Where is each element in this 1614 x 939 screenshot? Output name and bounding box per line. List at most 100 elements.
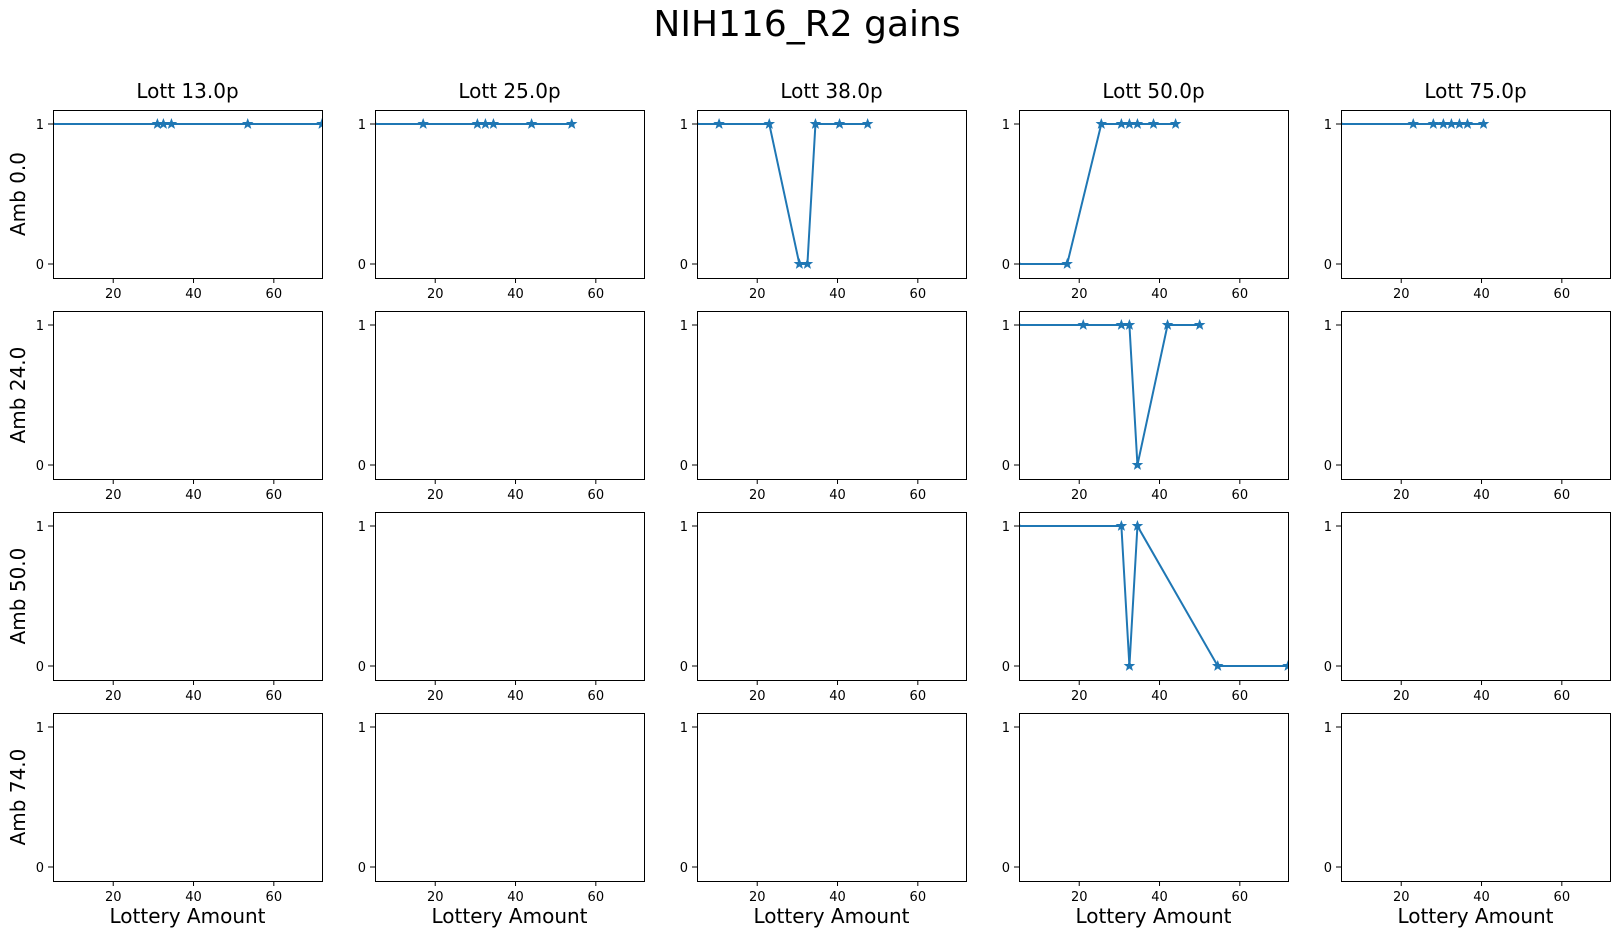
x-tick-label: 40 (829, 287, 846, 302)
y-tick-label: 1 (680, 721, 688, 736)
y-tick-label: 1 (680, 118, 688, 133)
x-tick-label: 20 (749, 488, 766, 503)
y-tick-label: 0 (1002, 861, 1010, 876)
subplot-r1-c3: 20 40 60 0 1 (1002, 311, 1289, 503)
plot-area-frame (53, 110, 323, 279)
data-point (417, 117, 429, 129)
y-tick-label: 0 (1324, 861, 1332, 876)
y-tick-label: 0 (1002, 660, 1010, 675)
data-point (1437, 117, 1450, 129)
data-point (1077, 318, 1089, 330)
data-point (1427, 117, 1440, 129)
x-tick-label: 40 (1473, 488, 1490, 503)
data-point (1407, 117, 1420, 129)
y-tick-label: 0 (680, 660, 688, 675)
subplot-r0-c1: 20 40 60 0 1 Lott 25.0p (358, 79, 645, 302)
x-tick-label: 20 (105, 689, 122, 704)
x-tick-label: 40 (185, 488, 202, 503)
subplot-r1-c0: 20 40 60 0 1 Amb 24.0 (6, 311, 323, 503)
column-title: Lott 25.0p (458, 79, 560, 103)
y-tick-label: 0 (358, 861, 366, 876)
subplot-grid: 20 40 60 0 1 Lott 13.0p Amb 0.0 20 40 60 0 1 Lott 25… (6, 79, 1611, 928)
x-tick-label: 40 (829, 890, 846, 905)
plot-area-frame (697, 512, 967, 681)
y-tick-label: 1 (358, 319, 366, 334)
data-point (1115, 318, 1128, 330)
y-tick-label: 0 (1002, 459, 1010, 474)
plot-area-frame (1019, 311, 1289, 480)
plot-area-frame (1341, 311, 1611, 480)
y-tick-label: 0 (36, 660, 44, 675)
plot-area-frame (1341, 512, 1611, 681)
x-tick-label: 20 (1071, 890, 1088, 905)
x-tick-label: 60 (910, 488, 927, 503)
x-tick-label: 60 (1232, 689, 1249, 704)
y-tick-label: 0 (680, 861, 688, 876)
x-tick-label: 20 (1071, 689, 1088, 704)
y-tick-label: 0 (36, 861, 44, 876)
plot-area-frame (375, 110, 645, 279)
data-point (793, 257, 806, 269)
x-tick-label: 40 (1473, 689, 1490, 704)
data-point (565, 117, 578, 129)
y-tick-label: 1 (358, 721, 366, 736)
data-point (525, 117, 538, 129)
x-tick-label: 60 (1554, 488, 1571, 503)
plot-area-frame (53, 713, 323, 882)
row-label: Amb 74.0 (6, 749, 30, 846)
plot-area-frame (53, 311, 323, 480)
data-point (316, 117, 322, 129)
x-tick-label: 20 (427, 488, 444, 503)
subplot-r3-c3: 20 40 60 0 1 Lottery Amount (1002, 713, 1289, 928)
plot-area-frame (375, 713, 645, 882)
x-tick-label: 20 (427, 689, 444, 704)
y-tick-label: 0 (1324, 459, 1332, 474)
subplot-r2-c4: 20 40 60 0 1 (1324, 512, 1611, 704)
y-tick-label: 1 (36, 520, 44, 535)
subplot-r2-c3: 20 40 60 0 1 (1002, 512, 1289, 704)
y-tick-label: 0 (358, 258, 366, 273)
x-tick-label: 20 (427, 890, 444, 905)
y-tick-label: 0 (36, 258, 44, 273)
subplot-r2-c2: 20 40 60 0 1 (680, 512, 967, 704)
x-tick-label: 40 (507, 287, 524, 302)
data-point (1095, 117, 1108, 129)
series-group (53, 117, 322, 129)
data-point (1131, 458, 1144, 470)
x-tick-label: 60 (1554, 890, 1571, 905)
series-group (375, 117, 578, 129)
y-tick-label: 1 (36, 118, 44, 133)
data-point (1453, 117, 1466, 129)
series-group (1019, 318, 1206, 470)
plot-area-frame (375, 512, 645, 681)
x-tick-label: 40 (1151, 890, 1168, 905)
x-tick-label: 20 (1071, 488, 1088, 503)
plot-area-frame (697, 110, 967, 279)
data-point (1169, 117, 1182, 129)
y-tick-label: 1 (1324, 520, 1332, 535)
series-group (1019, 117, 1182, 269)
x-tick-label: 20 (1393, 488, 1410, 503)
y-tick-label: 0 (1324, 258, 1332, 273)
plot-area-frame (1341, 713, 1611, 882)
subplot-r0-c4: 20 40 60 0 1 Lott 75.0p (1324, 79, 1611, 302)
data-point (1477, 117, 1490, 129)
chart-title: NIH116_R2 gains (653, 4, 960, 45)
plot-area-frame (1019, 110, 1289, 279)
x-tick-label: 40 (1151, 689, 1168, 704)
row-label: Amb 24.0 (6, 347, 30, 444)
x-axis-label: Lottery Amount (431, 904, 587, 928)
data-point (241, 117, 254, 129)
x-tick-label: 60 (1232, 287, 1249, 302)
data-point (763, 117, 776, 129)
plot-area-frame (53, 512, 323, 681)
x-tick-label: 40 (1151, 287, 1168, 302)
subplot-r3-c0: 20 40 60 0 1 Amb 74.0 Lottery Amount (6, 713, 323, 928)
column-title: Lott 38.0p (780, 79, 882, 103)
data-point (1193, 318, 1206, 330)
y-tick-label: 1 (1324, 319, 1332, 334)
x-axis-label: Lottery Amount (753, 904, 909, 928)
y-tick-label: 0 (1324, 660, 1332, 675)
plot-area-frame (1341, 110, 1611, 279)
